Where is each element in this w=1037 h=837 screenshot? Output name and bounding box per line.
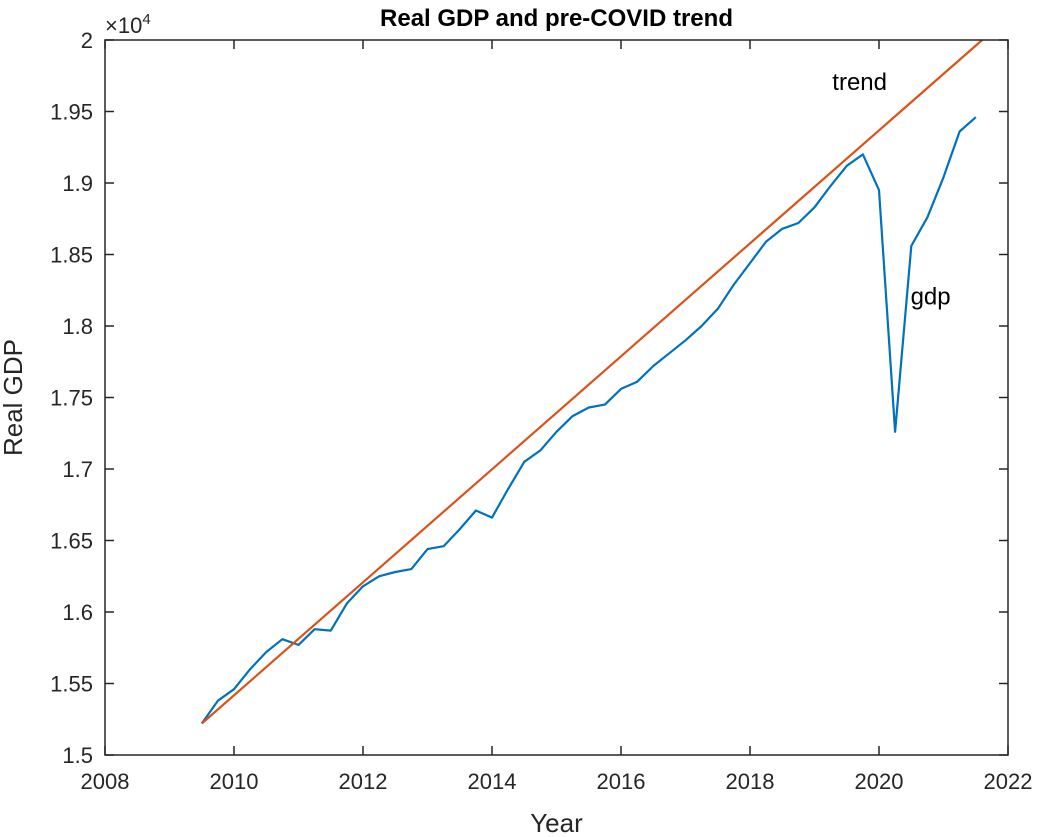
- y-tick-label: 2: [81, 28, 93, 53]
- chart-title: Real GDP and pre-COVID trend: [380, 5, 733, 32]
- y-tick-label: 1.65: [50, 529, 93, 554]
- x-tick-label: 2012: [339, 769, 388, 794]
- series-line-trend: [201, 39, 983, 725]
- exponent-power: 4: [142, 11, 150, 28]
- annotations: trend gdp: [832, 69, 950, 310]
- x-tick-label: 2010: [210, 769, 259, 794]
- x-axis-label: Year: [530, 808, 583, 837]
- y-tick-label: 1.75: [50, 386, 93, 411]
- y-axis-exponent: ×104: [105, 11, 151, 38]
- x-tick-label: 2022: [984, 769, 1033, 794]
- y-tick-label: 1.55: [50, 672, 93, 697]
- y-axis-label: Real GDP: [0, 339, 28, 456]
- x-tick-label: 2020: [855, 769, 904, 794]
- annotation-trend: trend: [832, 69, 887, 96]
- x-tick-label: 2016: [597, 769, 646, 794]
- y-tick-label: 1.8: [62, 314, 93, 339]
- x-axis: 2008 2010 2012 2014 2016 2018 2020 2022: [81, 40, 1033, 794]
- annotation-gdp: gdp: [911, 284, 951, 311]
- x-tick-label: 2008: [81, 769, 130, 794]
- x-tick-label: 2014: [468, 769, 517, 794]
- plot-lines: [200, 39, 983, 725]
- axes-box: [104, 39, 1009, 756]
- y-tick-label: 1.6: [62, 600, 93, 625]
- y-tick-label: 1.9: [62, 171, 93, 196]
- series-line-gdp: [200, 116, 977, 725]
- x-tick-label: 2018: [726, 769, 775, 794]
- y-tick-label: 1.85: [50, 243, 93, 268]
- y-tick-label: 1.5: [62, 743, 93, 768]
- y-axis: 1.5 1.55 1.6 1.65 1.7 1.75 1.8 1.85 1.9 1.95 2: [50, 28, 1008, 768]
- y-tick-label: 1.95: [50, 100, 93, 125]
- y-tick-label: 1.7: [62, 457, 93, 482]
- exponent-base: ×10: [105, 13, 142, 38]
